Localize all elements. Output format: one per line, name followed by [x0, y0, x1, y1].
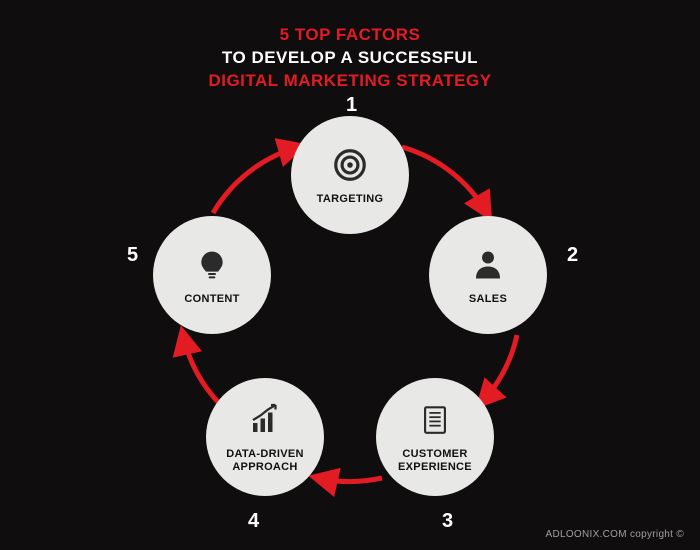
chart-icon — [245, 400, 285, 440]
factor-label-3: CUSTOMER EXPERIENCE — [376, 448, 494, 473]
factor-number-1: 1 — [346, 94, 357, 117]
factor-node-3: CUSTOMER EXPERIENCE — [376, 378, 494, 496]
target-icon — [330, 145, 370, 185]
factor-node-5: CONTENT — [153, 216, 271, 334]
factor-label-2: SALES — [461, 293, 515, 306]
factor-number-2: 2 — [567, 244, 578, 267]
flow-arrow-5 — [213, 147, 298, 213]
factor-label-5: CONTENT — [176, 293, 247, 306]
factor-number-3: 3 — [442, 510, 453, 533]
factor-label-1: TARGETING — [309, 193, 392, 206]
factor-node-2: SALES — [429, 216, 547, 334]
flow-arrow-2 — [482, 335, 517, 402]
flow-arrow-1 — [402, 147, 487, 213]
flow-arrows-layer — [0, 0, 700, 550]
factor-label-4: DATA-DRIVEN APPROACH — [206, 448, 324, 473]
factor-node-4: DATA-DRIVEN APPROACH — [206, 378, 324, 496]
factor-number-4: 4 — [248, 510, 259, 533]
flow-arrow-4 — [183, 335, 218, 402]
factor-node-1: TARGETING — [291, 116, 409, 234]
footer-copyright: ADLOONIX.COM copyright © — [546, 529, 685, 540]
factor-number-5: 5 — [127, 244, 138, 267]
flow-arrow-3 — [318, 478, 382, 482]
person-icon — [468, 245, 508, 285]
document-icon — [415, 400, 455, 440]
bulb-icon — [192, 245, 232, 285]
